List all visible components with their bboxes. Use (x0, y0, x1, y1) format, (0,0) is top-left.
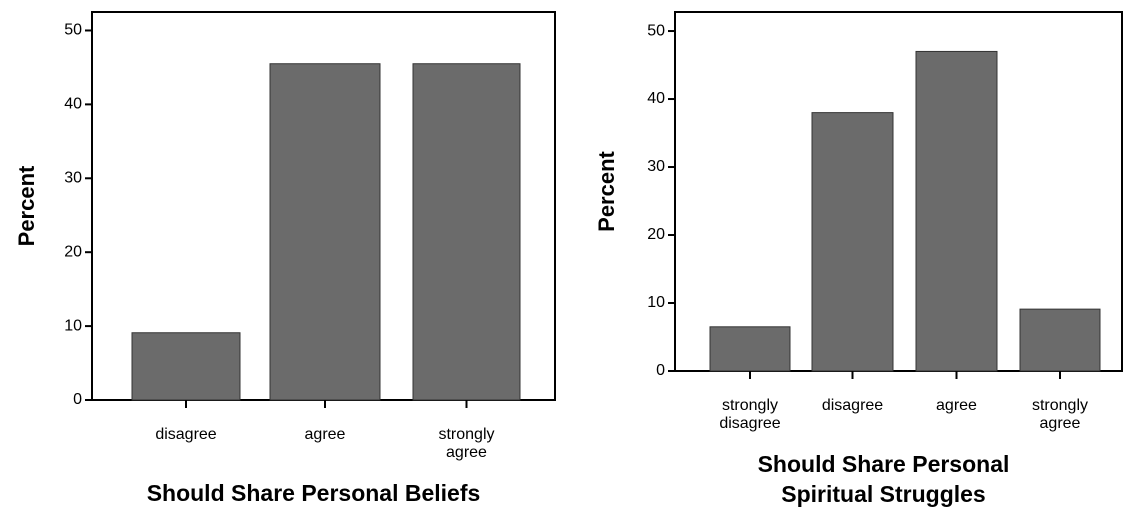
y-tick-label: 30 (647, 158, 665, 175)
y-tick-label: 40 (64, 96, 82, 113)
x-tick-label: disagree (822, 397, 883, 414)
y-axis-label: Percent (594, 150, 619, 231)
x-tick-label: disagree (155, 426, 216, 443)
x-axis-label: Should Share Personal Spiritual Struggles (758, 451, 1010, 507)
x-tick-label: strongly agree (1032, 397, 1088, 432)
y-tick-label: 50 (64, 22, 82, 39)
y-tick-label: 0 (656, 362, 665, 379)
bar (131, 332, 241, 401)
bar (811, 112, 894, 372)
y-tick-label: 10 (647, 294, 665, 311)
x-tick-label: agree (936, 397, 977, 414)
bar (1019, 308, 1101, 372)
y-tick-label: 30 (64, 170, 82, 187)
x-tick-label: strongly disagree (719, 397, 780, 432)
x-tick-label: strongly agree (438, 426, 494, 461)
x-tick-label: agree (305, 426, 346, 443)
y-axis-label: Percent (14, 165, 39, 246)
y-tick-label: 40 (647, 90, 665, 107)
bar (915, 50, 998, 372)
y-tick-label: 50 (647, 22, 665, 39)
bar (709, 326, 791, 372)
y-tick-label: 10 (64, 317, 82, 334)
x-axis-label: Should Share Personal Beliefs (147, 480, 481, 506)
bar (269, 63, 381, 401)
y-tick-label: 0 (73, 391, 82, 408)
y-tick-label: 20 (647, 226, 665, 243)
y-tick-label: 20 (64, 243, 82, 260)
plot-frame (674, 11, 1123, 372)
bar (412, 63, 521, 401)
